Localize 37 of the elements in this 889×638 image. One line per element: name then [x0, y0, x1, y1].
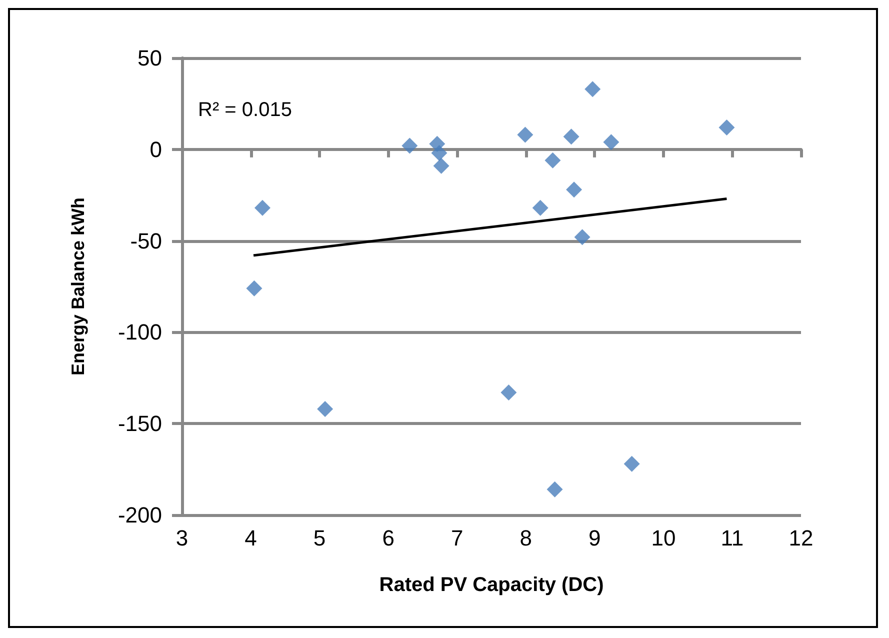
- point: [517, 126, 534, 143]
- point: [624, 456, 640, 472]
- point: [431, 145, 448, 162]
- x-tick-label: 9: [588, 526, 601, 550]
- x-tick-label: 10: [651, 526, 676, 550]
- x-tick-label: 6: [382, 526, 394, 550]
- point: [317, 400, 334, 417]
- point: [566, 182, 582, 198]
- point: [584, 81, 601, 98]
- point: [500, 384, 517, 401]
- point: [254, 200, 270, 216]
- x-tick-label: 3: [176, 526, 188, 550]
- x-tick-label: 11: [720, 526, 744, 550]
- y-tick-label: 0: [150, 136, 162, 162]
- x-tick-label: 4: [244, 526, 257, 550]
- annotation: R² = 0.015: [198, 99, 292, 121]
- point: [718, 119, 735, 136]
- y-tick-label: 50: [138, 46, 162, 70]
- point: [532, 200, 548, 216]
- y-axis-title: Energy Balance kWh: [68, 197, 88, 376]
- x-tick-label: 8: [520, 526, 532, 550]
- y-tick-label: -200: [118, 502, 162, 528]
- x-tick-label: 7: [450, 526, 464, 550]
- x-tick-label: 5: [313, 526, 326, 550]
- y-tick-label: -150: [118, 411, 162, 436]
- point: [563, 128, 580, 145]
- x-tick-label: 12: [788, 526, 814, 550]
- point: [603, 134, 620, 150]
- point: [546, 481, 563, 498]
- y-tick-label: -50: [130, 228, 162, 254]
- point: [433, 158, 450, 174]
- point: [402, 138, 418, 154]
- x-axis-title: Rated PV Capacity (DC): [379, 574, 604, 596]
- point: [246, 280, 262, 296]
- point: [574, 229, 590, 246]
- y-tick-label: -100: [118, 320, 162, 345]
- point: [544, 152, 561, 168]
